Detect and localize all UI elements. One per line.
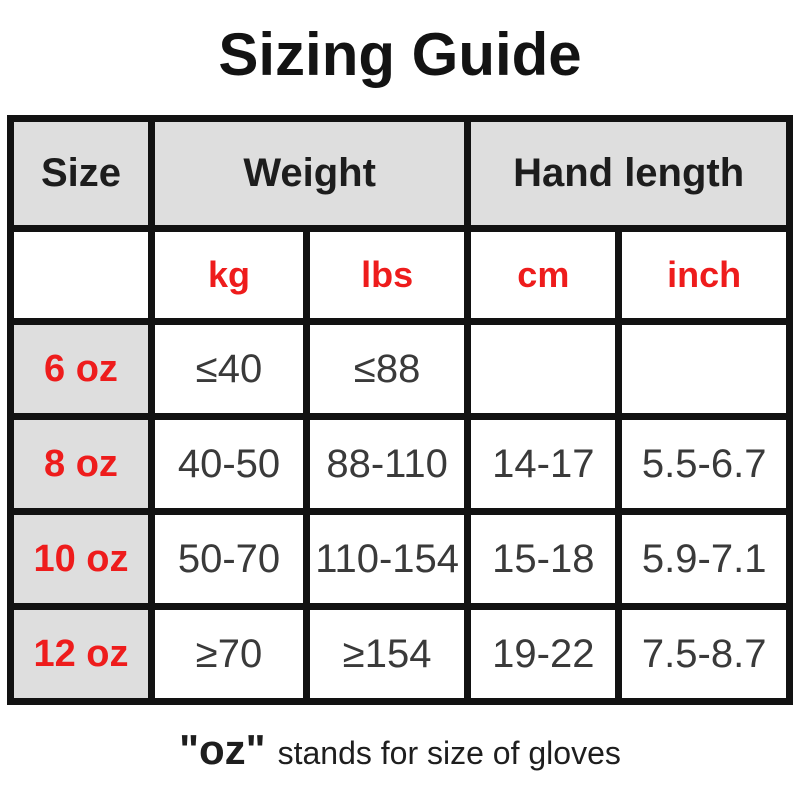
header-weight: Weight (147, 115, 472, 232)
inch-value: 7.5-8.7 (615, 603, 793, 705)
table-row-12oz: 12 oz ≥70 ≥154 19-22 7.5-8.7 (7, 603, 793, 705)
subheader-inch: inch (615, 225, 793, 325)
kg-value: 50-70 (147, 508, 311, 610)
size-label: 8 oz (7, 413, 155, 515)
table-header-row: Size Weight Hand length (7, 115, 793, 232)
size-label: 12 oz (7, 603, 155, 705)
inch-value: 5.5-6.7 (615, 413, 793, 515)
oz-term: "oz" (179, 726, 266, 773)
lbs-value: ≥154 (302, 603, 472, 705)
page-title: Sizing Guide (218, 21, 582, 88)
table-row-8oz: 8 oz 40-50 88-110 14-17 5.5-6.7 (7, 413, 793, 515)
kg-value: ≥70 (147, 603, 311, 705)
lbs-value: ≤88 (302, 318, 472, 420)
header-size: Size (7, 115, 155, 232)
subheader-cm: cm (464, 225, 623, 325)
size-label: 10 oz (7, 508, 155, 610)
subheader-kg: kg (147, 225, 311, 325)
table-subheader-row: kg lbs cm inch (7, 225, 793, 325)
subheader-lbs: lbs (302, 225, 472, 325)
kg-value: 40-50 (147, 413, 311, 515)
oz-footnote: "oz" stands for size of gloves (0, 726, 800, 774)
lbs-value: 88-110 (302, 413, 472, 515)
inch-value: 5.9-7.1 (615, 508, 793, 610)
subheader-empty (7, 225, 155, 325)
cm-value: 14-17 (464, 413, 623, 515)
lbs-value: 110-154 (302, 508, 472, 610)
cm-value: 19-22 (464, 603, 623, 705)
size-label: 6 oz (7, 318, 155, 420)
cm-value: 15-18 (464, 508, 623, 610)
sizing-table: Size Weight Hand length kg lbs cm inch 6… (7, 115, 793, 705)
cm-value (464, 318, 623, 420)
oz-explanation: stands for size of gloves (277, 735, 621, 771)
inch-value (615, 318, 793, 420)
kg-value: ≤40 (147, 318, 311, 420)
header-hand-length: Hand length (464, 115, 793, 232)
table-row-10oz: 10 oz 50-70 110-154 15-18 5.9-7.1 (7, 508, 793, 610)
table-row-6oz: 6 oz ≤40 ≤88 (7, 318, 793, 420)
